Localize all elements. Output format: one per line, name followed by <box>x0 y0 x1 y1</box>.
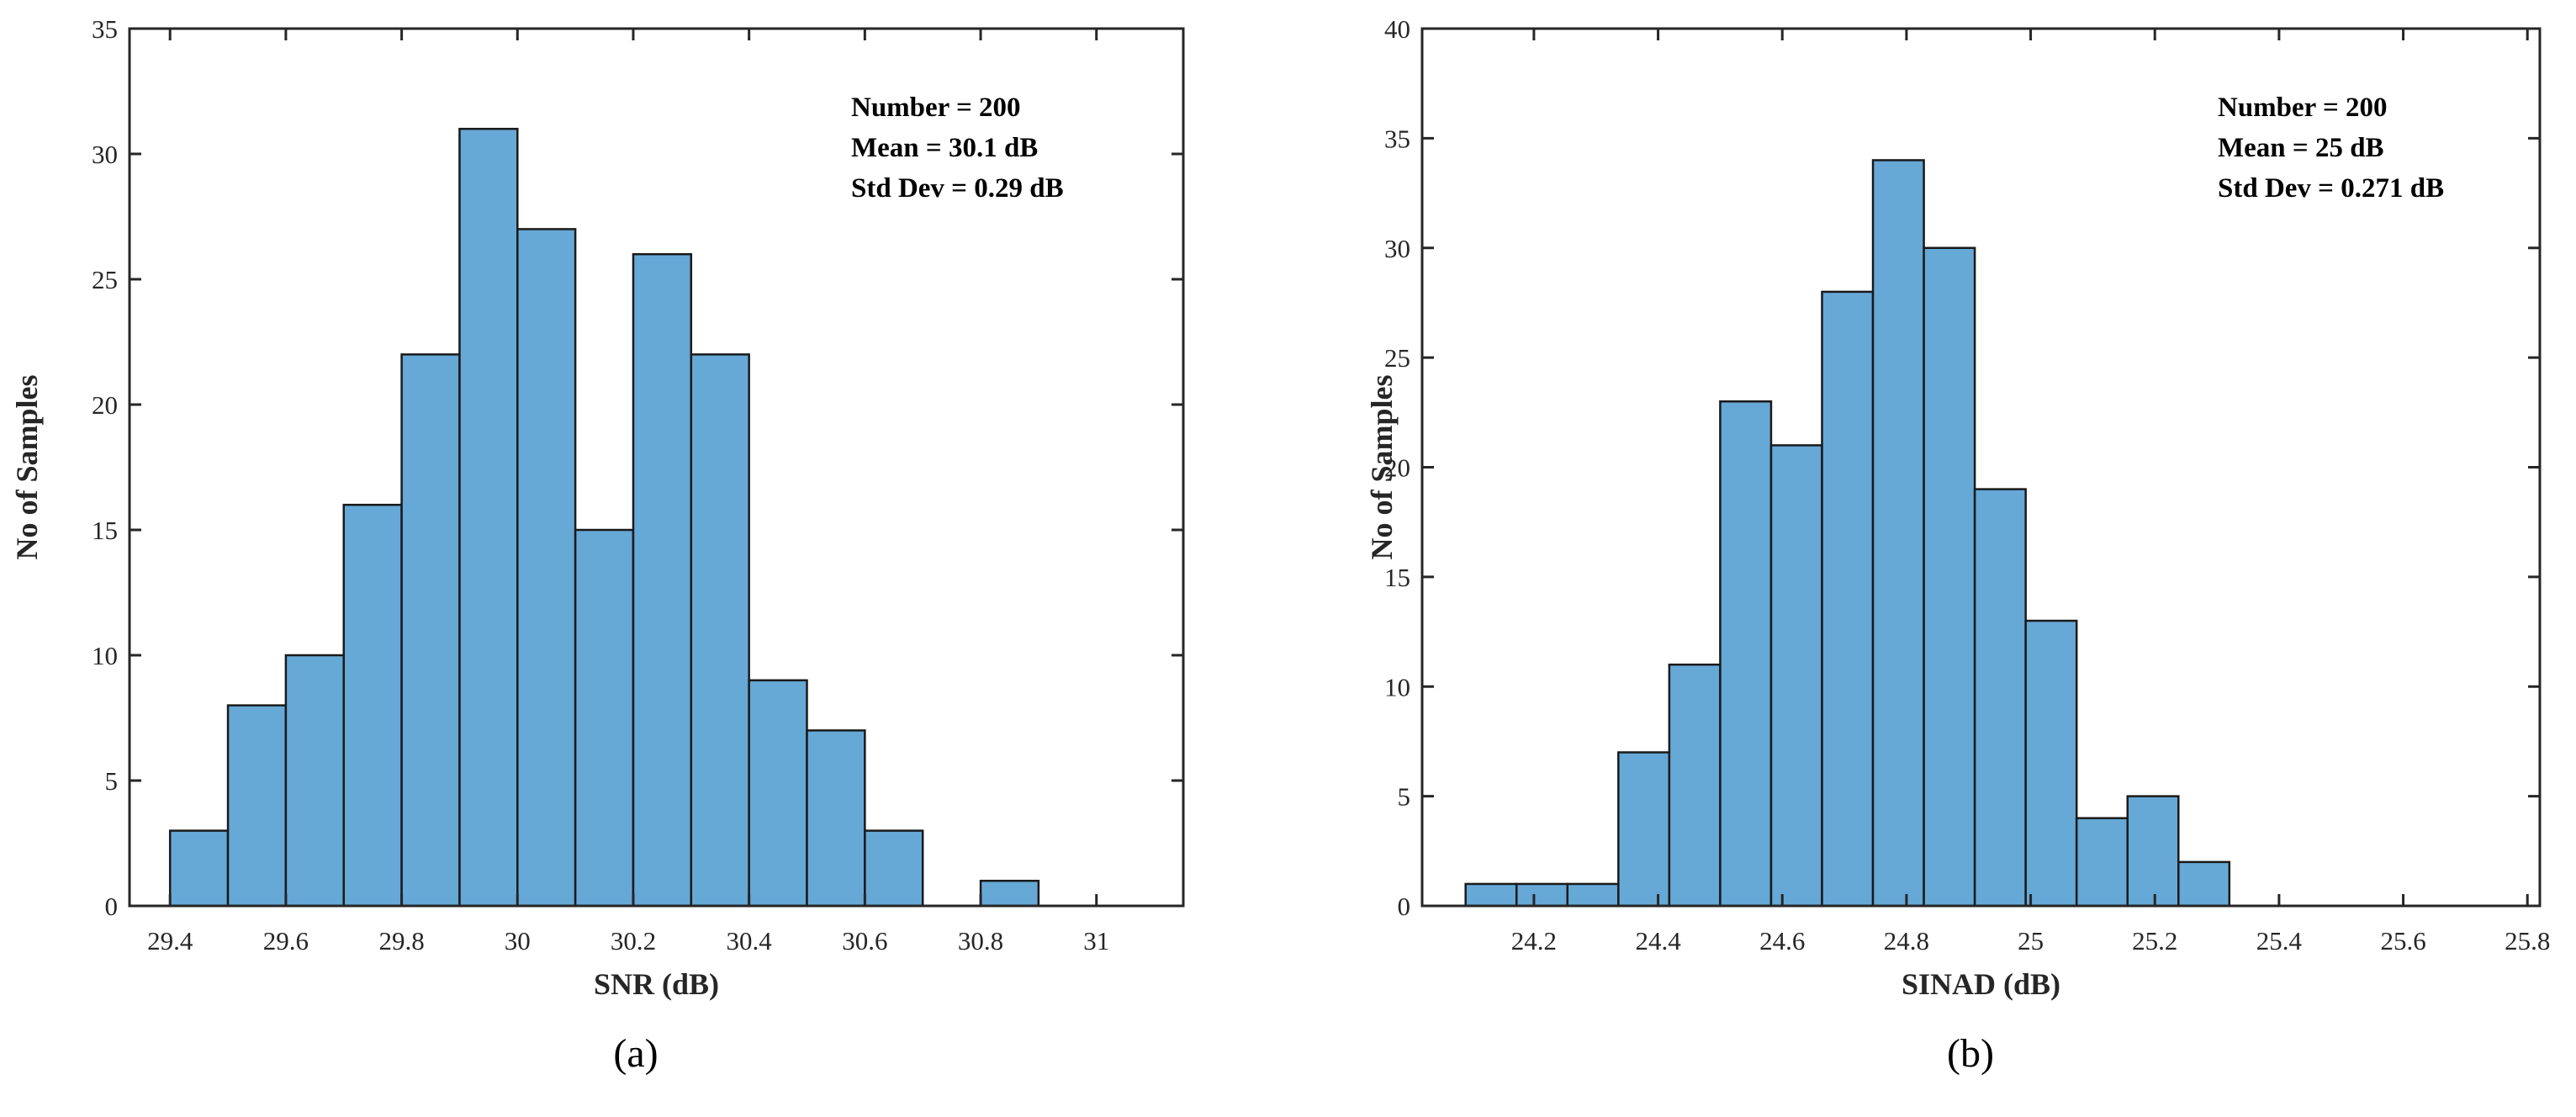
x-tick-label: 24.4 <box>1635 926 1681 956</box>
x-tick-label: 30.6 <box>842 926 887 956</box>
x-tick-label: 24.6 <box>1759 926 1805 956</box>
x-tick-label: 29.8 <box>378 926 424 956</box>
x-tick-label: 30 <box>505 926 531 956</box>
x-axis-label: SINAD (dB) <box>1902 967 2060 1001</box>
histogram-bar <box>168 829 230 908</box>
y-tick-label: 15 <box>1384 563 1410 592</box>
histogram-bar <box>979 879 1040 908</box>
histogram-bar <box>458 127 519 908</box>
histogram-bar <box>1821 290 1875 908</box>
histogram-bar <box>574 528 635 908</box>
y-tick-label: 35 <box>92 14 118 44</box>
histogram-bar <box>1668 663 1722 908</box>
y-tick-label: 25 <box>92 265 118 294</box>
histogram-bar <box>1871 159 1925 908</box>
histogram-bar <box>1973 488 2027 908</box>
y-tick-label: 5 <box>105 766 119 796</box>
y-tick-label: 0 <box>105 892 119 921</box>
histogram-bar <box>806 729 866 908</box>
x-tick-label: 29.6 <box>263 926 309 956</box>
x-tick-label: 30.4 <box>727 926 773 956</box>
chart-b: 0 5 10 15 20 25 30 35 40 24.2 24.4 24.6 24.8 25 25.2 25… <box>1365 14 2550 1076</box>
histogram-bar <box>632 252 693 908</box>
y-tick-label: 30 <box>1384 234 1410 263</box>
chart-a: 0 5 10 15 20 25 30 35 29.4 29.6 29.8 30 30.2 30.4 30.6… <box>10 14 1185 1076</box>
x-tick-label: 24.2 <box>1511 926 1557 956</box>
histogram-bar <box>1464 882 1518 908</box>
y-tick-label: 35 <box>1384 124 1410 153</box>
y-tick-label: 20 <box>92 390 118 420</box>
x-tick-label: 25.6 <box>2380 926 2425 956</box>
y-tick-label: 10 <box>1384 672 1410 701</box>
stats-annotation: Std Dev = 0.29 dB <box>851 173 1064 204</box>
y-tick-label: 30 <box>92 140 118 169</box>
histogram-bar <box>1769 444 1823 908</box>
axes-box <box>128 27 1185 908</box>
histogram-bar <box>748 679 808 908</box>
x-axis-label: SNR (dB) <box>594 967 719 1001</box>
x-tick-label: 31 <box>1083 926 1109 956</box>
panel-caption: (b) <box>1947 1031 1994 1076</box>
x-tick-label: 25 <box>2018 926 2044 956</box>
y-tick-label: 40 <box>1384 14 1410 44</box>
histogram-bar <box>2024 619 2078 908</box>
histogram-bar <box>2177 860 2231 908</box>
x-tick-label: 25.8 <box>2505 926 2550 956</box>
x-tick-label: 29.4 <box>147 926 193 956</box>
y-axis-label: No of Samples <box>10 374 44 559</box>
y-tick-label: 20 <box>1384 453 1410 483</box>
histogram-bar <box>690 353 750 908</box>
histogram-bar <box>2075 817 2129 908</box>
histogram-bar <box>226 704 288 908</box>
y-tick-label: 25 <box>1384 343 1410 373</box>
histogram-bar <box>284 654 345 908</box>
stats-annotation: Number = 200 <box>851 93 1021 123</box>
x-tick-label: 30.8 <box>958 926 1003 956</box>
x-tick-label: 25.4 <box>2256 926 2303 956</box>
y-tick-label: 10 <box>92 641 118 670</box>
stats-annotation: Number = 200 <box>2218 93 2388 123</box>
y-tick-label: 0 <box>1398 892 1411 921</box>
y-tick-label: 5 <box>1398 782 1411 812</box>
panel-caption: (a) <box>613 1031 658 1076</box>
y-axis-label: No of Samples <box>1365 374 1399 559</box>
histogram-bar <box>864 829 924 908</box>
histogram-bar <box>1617 751 1671 908</box>
x-tick-label: 25.2 <box>2132 926 2177 956</box>
histogram-bar <box>400 353 461 908</box>
histogram-bar <box>1566 882 1620 908</box>
stats-annotation: Std Dev = 0.271 dB <box>2218 173 2444 204</box>
x-tick-label: 30.2 <box>611 926 656 956</box>
stats-annotation: Mean = 30.1 dB <box>851 133 1038 163</box>
histogram-bar <box>1515 882 1569 908</box>
histogram-bar <box>342 503 403 908</box>
histogram-bar <box>1923 246 1976 908</box>
histogram-bar <box>516 228 577 908</box>
stats-annotation: Mean = 25 dB <box>2218 133 2384 163</box>
y-tick-label: 15 <box>92 516 118 545</box>
x-tick-label: 24.8 <box>1884 926 1929 956</box>
histogram-bar <box>2126 795 2180 908</box>
histogram-bar <box>1719 400 1773 908</box>
